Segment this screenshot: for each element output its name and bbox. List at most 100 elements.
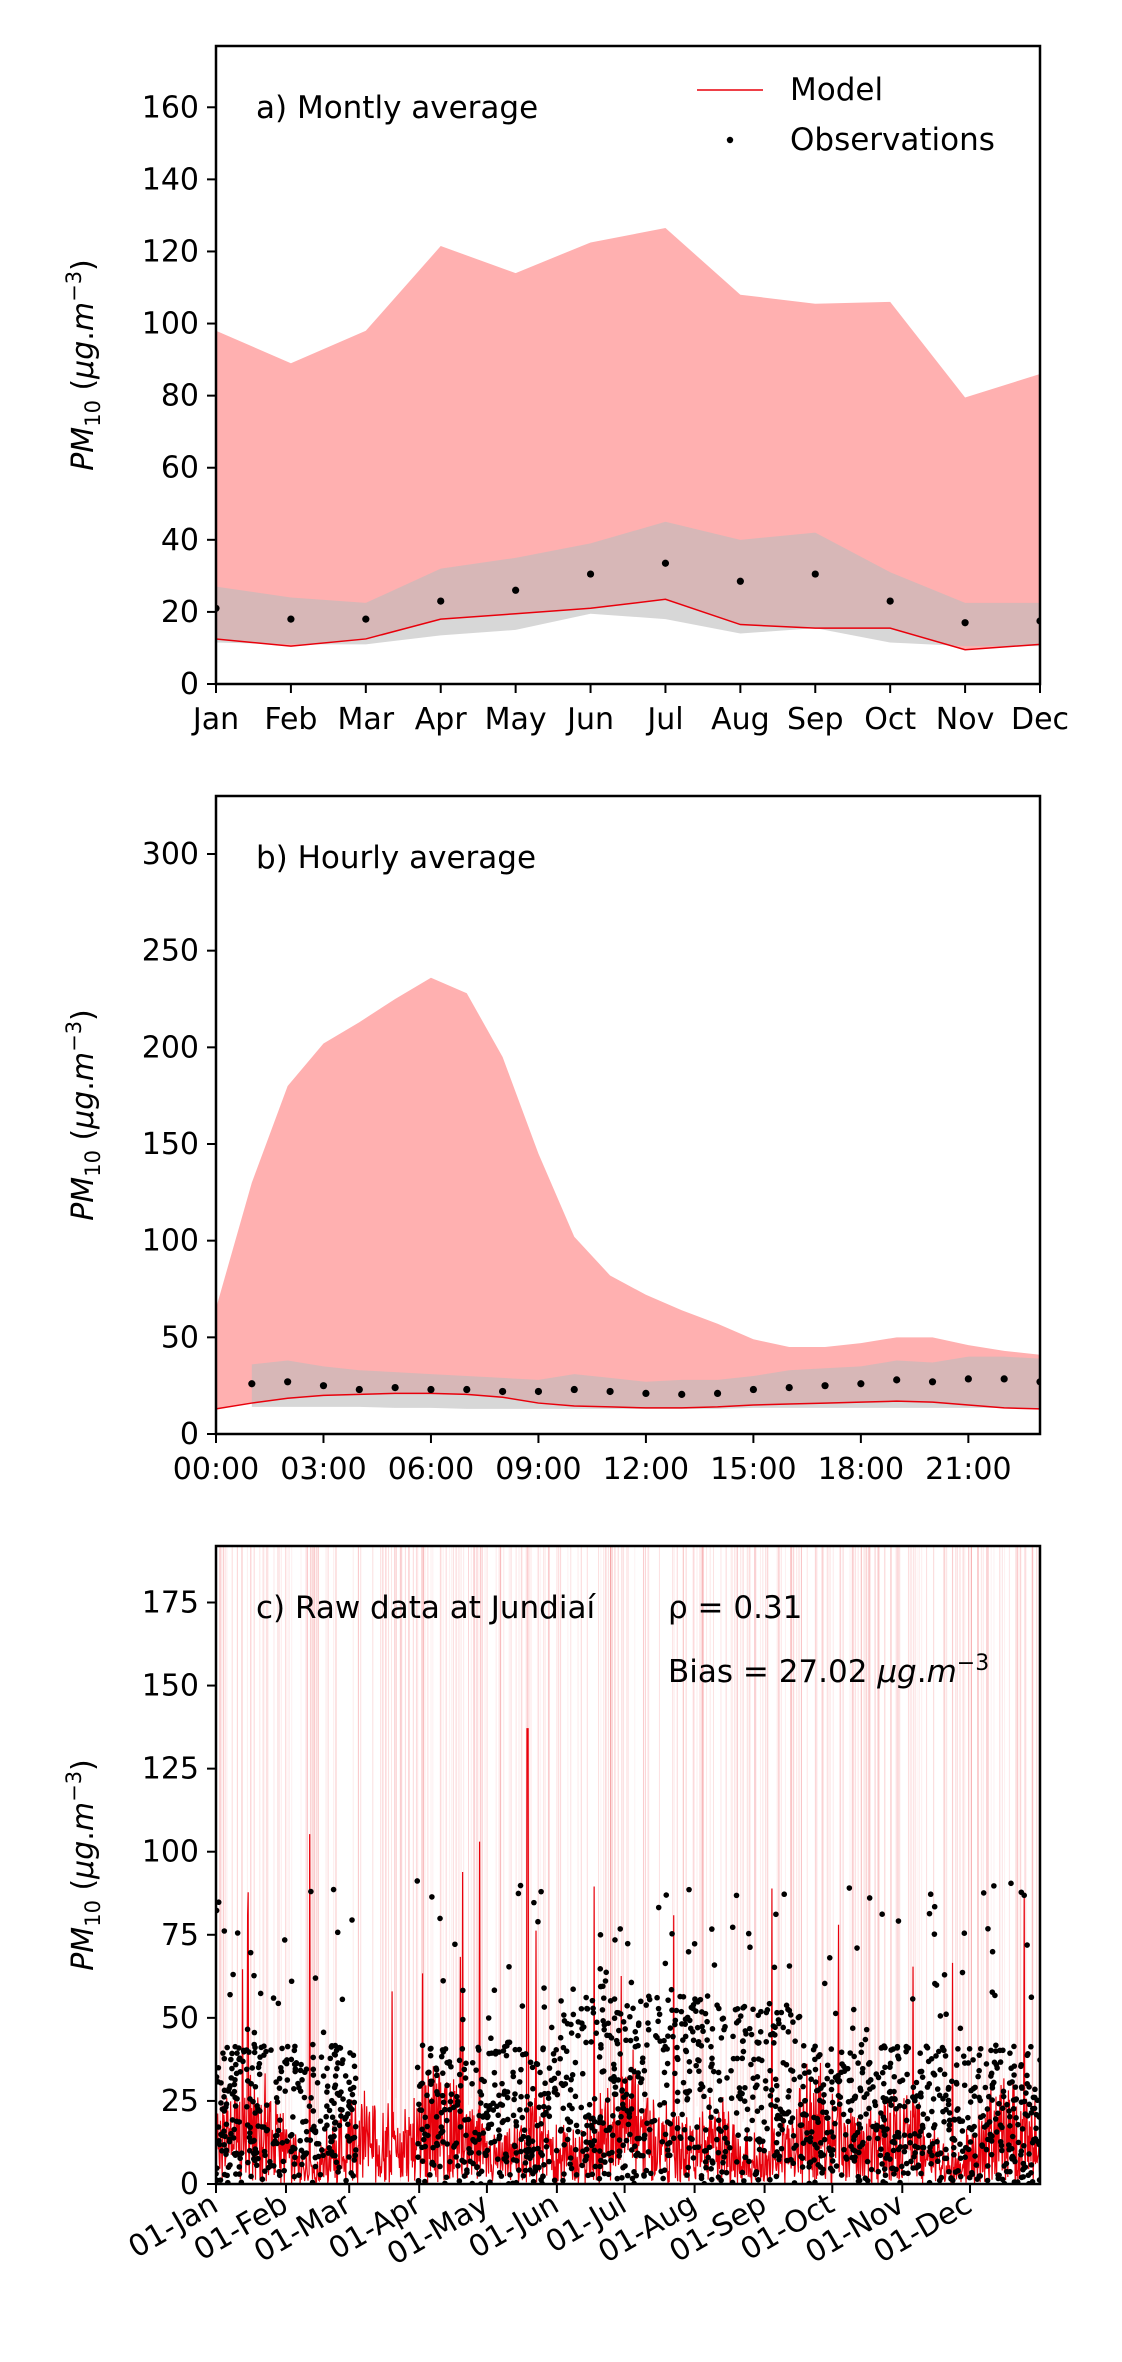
y-tick-label: 150 (142, 1127, 199, 1162)
obs-point (828, 2086, 835, 2093)
obs-point (798, 2122, 805, 2128)
obs-point (703, 2147, 709, 2154)
obs-point (716, 2126, 722, 2132)
obs-point (502, 2151, 509, 2157)
obs-point (682, 2016, 689, 2023)
obs-point (815, 2053, 822, 2060)
obs-point (237, 2155, 243, 2162)
panel-b-xaxis: 00:00 03:00 06:00 09:00 12:00 15:00 18:00 21:00 (173, 1434, 1012, 1487)
obs-point (965, 2114, 971, 2121)
obs-point (969, 2169, 975, 2176)
obs-point (730, 2033, 736, 2040)
obs-point (221, 2171, 228, 2178)
obs-point (622, 2026, 628, 2032)
panel-a: 0 20 40 60 80 100 120 140 160 Jan Feb Mar Apr May Jun… (62, 44, 1069, 737)
obs-point (931, 2072, 938, 2078)
obs-point (1025, 2172, 1032, 2179)
obs-point (292, 2068, 298, 2075)
obs-point (326, 2107, 333, 2114)
obs-point (995, 2110, 1001, 2117)
obs-point (469, 2059, 476, 2066)
obs-point (733, 1892, 740, 1899)
obs-point (320, 2073, 327, 2079)
obs-point (908, 2158, 914, 2165)
obs-point (688, 2004, 695, 2011)
obs-point (618, 2113, 624, 2120)
obs-point (586, 2101, 593, 2108)
obs-point (468, 2149, 475, 2156)
obs-point (444, 2082, 450, 2089)
obs-point (933, 1982, 940, 1988)
obs-point (456, 2178, 463, 2184)
obs-point (626, 2110, 633, 2117)
obs-point (866, 1895, 873, 1901)
obs-point (272, 2133, 279, 2139)
obs-point (252, 2083, 259, 2090)
obs-point (832, 2120, 838, 2127)
obs-point (491, 2138, 498, 2145)
obs-point (682, 2047, 689, 2054)
obs-point (874, 2135, 881, 2142)
obs-point (1018, 2061, 1025, 2068)
obs-point (428, 2098, 435, 2105)
obs-point (976, 2067, 982, 2074)
obs-point (977, 2173, 984, 2179)
obs-point (763, 2038, 770, 2045)
y-tick-label: 20 (161, 595, 199, 630)
obs-point (893, 2105, 899, 2112)
obs-point (641, 2173, 647, 2179)
obs-point (942, 2053, 949, 2059)
obs-point (611, 2073, 617, 2080)
obs-point (520, 2133, 527, 2140)
obs-point (690, 2037, 697, 2044)
obs-point (227, 2162, 233, 2168)
obs-point (521, 2127, 528, 2133)
obs-point (352, 2075, 359, 2082)
obs-point (890, 2147, 897, 2154)
obs-point (999, 2176, 1006, 2183)
obs-point (901, 2148, 908, 2155)
obs-point (739, 2090, 745, 2097)
obs-point (679, 2111, 685, 2118)
obs-point (567, 2161, 573, 2167)
obs-point (948, 2176, 954, 2182)
obs-point (229, 2065, 235, 2072)
obs-point (708, 2114, 714, 2121)
obs-point (219, 2148, 225, 2154)
obs-point (777, 2122, 783, 2129)
obs-point (308, 1888, 314, 1895)
obs-point (623, 2137, 630, 2144)
obs-point (930, 2096, 937, 2102)
obs-point (596, 2148, 603, 2154)
obs-point (892, 2096, 898, 2103)
obs-point (499, 2102, 506, 2108)
obs-point (517, 2106, 523, 2113)
obs-point (1000, 2088, 1007, 2095)
obs-point (693, 2062, 699, 2069)
obs-point (665, 2147, 671, 2153)
obs-point (989, 1989, 996, 1995)
obs-point (732, 2006, 739, 2013)
obs-point (707, 2087, 713, 2094)
obs-point (980, 1890, 987, 1896)
obs-point (1025, 2051, 1031, 2057)
panel-c-yaxis: 0 25 50 75 100 125 150 175 (142, 1585, 216, 2202)
x-tick-label: Oct (864, 702, 916, 737)
obs-point (448, 2063, 454, 2070)
obs-point (570, 1385, 578, 1394)
obs-point (616, 2153, 623, 2159)
obs-point (778, 2009, 785, 2016)
obs-point (858, 2041, 865, 2048)
obs-point (845, 2118, 852, 2125)
obs-point (320, 2029, 327, 2036)
obs-point (1034, 2097, 1040, 2104)
obs-point (912, 2150, 918, 2156)
obs-point (426, 2069, 432, 2076)
obs-point (949, 2078, 955, 2085)
obs-point (771, 1964, 778, 1971)
obs-point (786, 1963, 793, 1969)
panel-c-ylabel: PM10 (μg.m−3) (62, 1759, 105, 1971)
obs-point (287, 615, 295, 623)
obs-point (334, 2065, 340, 2072)
x-tick-label: Jun (565, 702, 614, 737)
